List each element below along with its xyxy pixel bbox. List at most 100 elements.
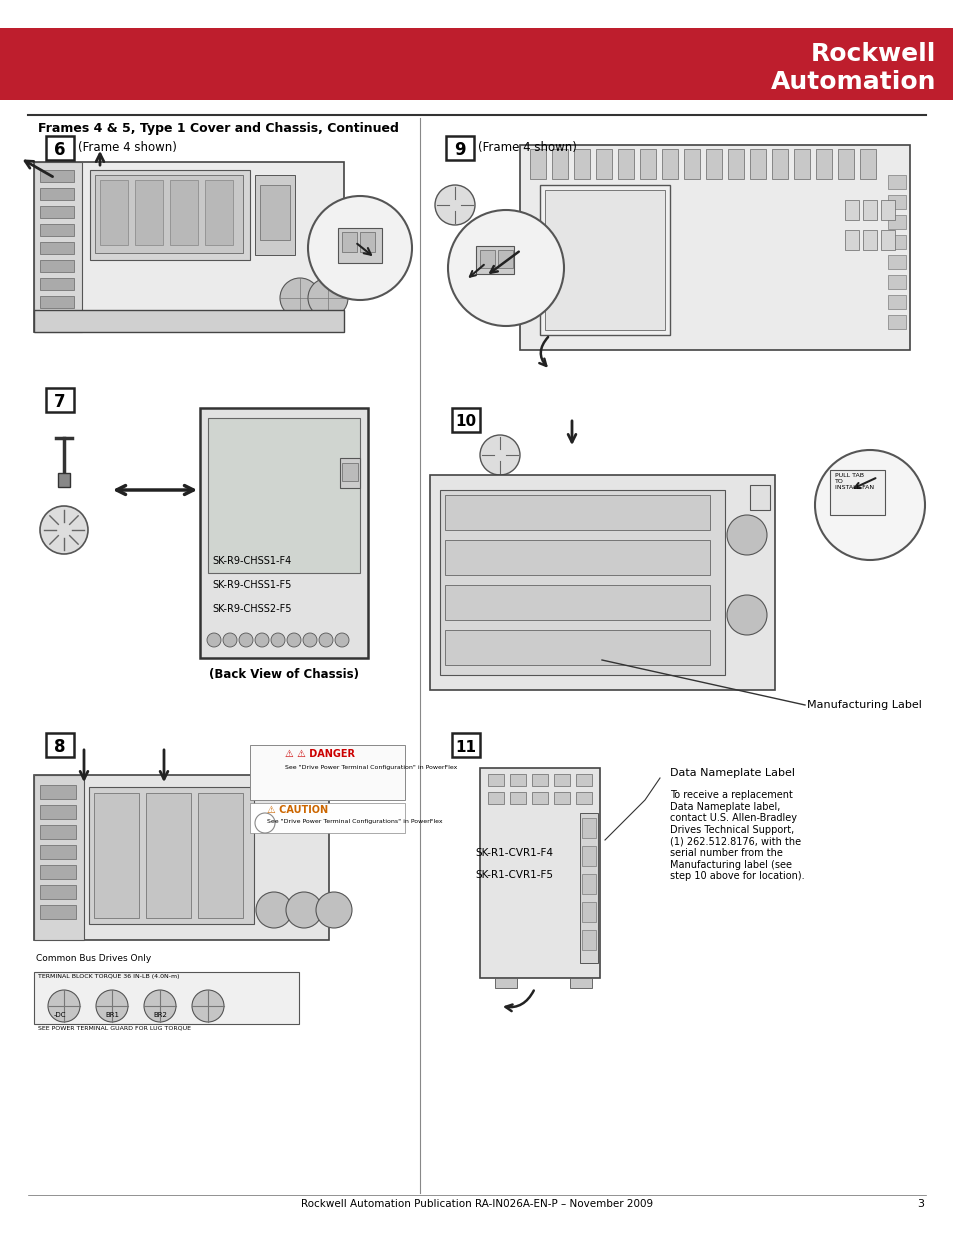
Text: 8: 8: [54, 739, 66, 756]
Bar: [581, 846, 596, 866]
Text: 9: 9: [454, 141, 465, 159]
Circle shape: [239, 634, 253, 647]
Bar: [40, 845, 76, 860]
Bar: [208, 417, 359, 573]
Bar: [880, 200, 894, 220]
Bar: [34, 310, 344, 332]
Bar: [532, 774, 547, 785]
Circle shape: [40, 506, 88, 555]
Circle shape: [96, 990, 128, 1023]
Bar: [40, 224, 74, 236]
Bar: [488, 774, 503, 785]
Bar: [880, 230, 894, 249]
Bar: [749, 485, 769, 510]
Circle shape: [318, 634, 333, 647]
Text: SK-R1-CVR1-F5: SK-R1-CVR1-F5: [475, 869, 553, 881]
Bar: [250, 803, 405, 832]
Text: To receive a replacement
Data Nameplate label,
contact U.S. Allen-Bradley
Drives: To receive a replacement Data Nameplate …: [669, 790, 803, 882]
Bar: [887, 295, 905, 309]
Bar: [554, 792, 569, 804]
Bar: [40, 885, 76, 899]
Text: Data Nameplate Label: Data Nameplate Label: [669, 768, 794, 778]
Bar: [749, 149, 765, 179]
Bar: [510, 774, 525, 785]
Text: BR1: BR1: [105, 1011, 119, 1018]
Text: -DC: -DC: [53, 1011, 66, 1018]
Text: See "Drive Power Terminal Configurations" in PowerFlex: See "Drive Power Terminal Configurations…: [267, 819, 442, 824]
Bar: [530, 149, 545, 179]
Text: (Frame 4 shown): (Frame 4 shown): [78, 141, 176, 154]
Bar: [510, 792, 525, 804]
Bar: [579, 813, 598, 963]
Bar: [887, 254, 905, 269]
Text: See "Drive Power Terminal Configuration" in PowerFlex: See "Drive Power Terminal Configuration"…: [285, 764, 456, 769]
Circle shape: [726, 595, 766, 635]
Bar: [89, 787, 253, 924]
Text: 3: 3: [916, 1199, 923, 1209]
Text: ⚠ CAUTION: ⚠ CAUTION: [267, 805, 328, 815]
Bar: [771, 149, 787, 179]
Bar: [341, 463, 357, 480]
Bar: [34, 776, 84, 940]
Bar: [488, 792, 503, 804]
Bar: [596, 149, 612, 179]
Bar: [34, 776, 329, 940]
Bar: [444, 540, 709, 576]
Bar: [254, 175, 294, 254]
Circle shape: [223, 634, 236, 647]
Text: Rockwell: Rockwell: [810, 42, 935, 65]
Bar: [539, 185, 669, 335]
Bar: [479, 249, 495, 268]
Bar: [444, 495, 709, 530]
Bar: [452, 734, 479, 757]
Text: 6: 6: [54, 141, 66, 159]
Bar: [58, 473, 70, 487]
Circle shape: [303, 634, 316, 647]
Circle shape: [315, 892, 352, 927]
Bar: [40, 261, 74, 272]
Bar: [862, 230, 876, 249]
Bar: [495, 978, 517, 988]
Bar: [837, 149, 853, 179]
Text: 10: 10: [455, 415, 476, 430]
Text: Automation: Automation: [770, 70, 935, 94]
Bar: [887, 215, 905, 228]
Bar: [135, 180, 163, 245]
Bar: [554, 774, 569, 785]
Bar: [40, 188, 74, 200]
Bar: [446, 136, 474, 161]
Bar: [40, 278, 74, 290]
Bar: [40, 905, 76, 919]
Circle shape: [286, 892, 322, 927]
Bar: [339, 458, 359, 488]
Bar: [661, 149, 678, 179]
Bar: [40, 296, 74, 308]
Circle shape: [308, 278, 348, 317]
Bar: [444, 585, 709, 620]
Circle shape: [192, 990, 224, 1023]
Bar: [260, 185, 290, 240]
Text: SEE POWER TERMINAL GUARD FOR LUG TORQUE: SEE POWER TERMINAL GUARD FOR LUG TORQUE: [38, 1026, 191, 1031]
Bar: [581, 930, 596, 950]
Text: (Back View of Chassis): (Back View of Chassis): [209, 668, 358, 680]
Text: Frames 4 & 5, Type 1 Cover and Chassis, Continued: Frames 4 & 5, Type 1 Cover and Chassis, …: [38, 122, 398, 135]
Bar: [705, 149, 721, 179]
Bar: [34, 162, 82, 332]
Bar: [90, 170, 250, 261]
Text: TERMINAL BLOCK TORQUE 36 IN-LB (4.0N-m): TERMINAL BLOCK TORQUE 36 IN-LB (4.0N-m): [38, 974, 179, 979]
Bar: [170, 180, 198, 245]
Bar: [146, 793, 191, 918]
Bar: [576, 774, 592, 785]
Circle shape: [287, 634, 301, 647]
Bar: [476, 246, 514, 274]
Bar: [40, 206, 74, 219]
Bar: [40, 805, 76, 819]
Bar: [844, 200, 858, 220]
Bar: [40, 825, 76, 839]
Text: SK-R9-CHSS2-F5: SK-R9-CHSS2-F5: [212, 604, 292, 614]
Circle shape: [448, 210, 563, 326]
Bar: [844, 230, 858, 249]
Bar: [439, 490, 724, 676]
Text: Manufacturing Label: Manufacturing Label: [806, 700, 921, 710]
Bar: [887, 235, 905, 249]
